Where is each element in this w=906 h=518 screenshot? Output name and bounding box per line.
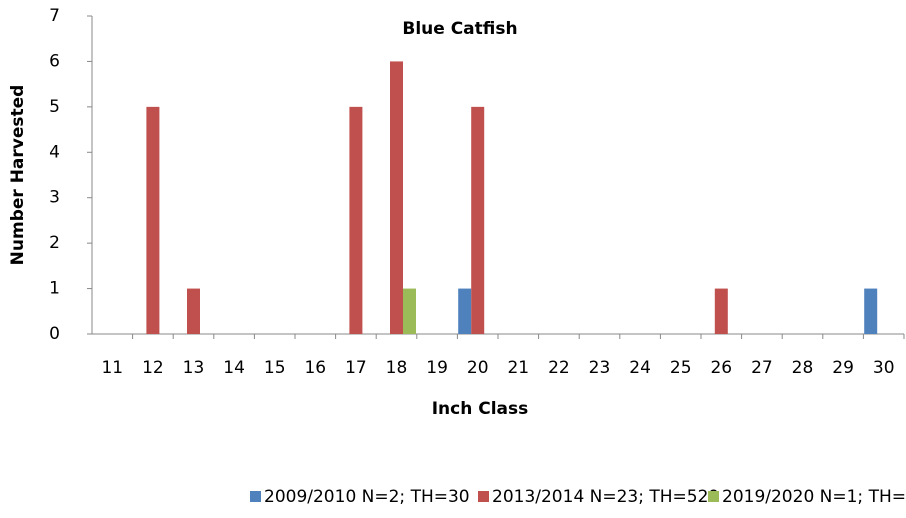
x-tick-label: 17 — [345, 358, 367, 378]
y-tick-label: 0 — [49, 324, 60, 344]
x-tick-label: 15 — [264, 358, 286, 378]
y-tick-label: 7 — [49, 6, 60, 26]
legend-label: 2009/2010 N=2; TH=30 — [264, 487, 470, 507]
bar — [864, 288, 878, 334]
y-tick-label: 3 — [49, 188, 60, 208]
x-tick-label: 28 — [792, 358, 814, 378]
legend-label: 2013/2014 N=23; TH=529 — [492, 487, 719, 507]
x-tick-label: 13 — [183, 358, 205, 378]
x-tick-label: 30 — [873, 358, 895, 378]
x-tick-label: 11 — [101, 358, 123, 378]
bar — [458, 288, 472, 334]
x-tick-label: 12 — [142, 358, 164, 378]
bar — [390, 61, 403, 335]
x-tick-label: 25 — [670, 358, 692, 378]
y-tick-label: 4 — [49, 142, 60, 162]
legend-swatch — [478, 491, 489, 502]
bar — [146, 106, 160, 334]
x-tick-label: 24 — [629, 358, 651, 378]
x-tick-label: 14 — [223, 358, 245, 378]
y-tick-label: 1 — [49, 279, 60, 299]
legend-swatch — [708, 491, 719, 502]
x-tick-label: 27 — [751, 358, 773, 378]
bar — [187, 288, 200, 334]
y-tick-label: 6 — [49, 51, 60, 71]
bar — [349, 106, 363, 334]
chart-title: Blue Catfish — [402, 19, 517, 39]
bar — [714, 288, 728, 334]
legend-label: 2019/2020 N=1; TH=30 — [722, 487, 906, 507]
x-tick-label: 29 — [832, 358, 854, 378]
y-tick-label: 2 — [49, 233, 60, 253]
x-tick-label: 19 — [426, 358, 448, 378]
x-tick-label: 22 — [548, 358, 570, 378]
x-tick-label: 26 — [710, 358, 732, 378]
x-tick-label: 23 — [589, 358, 611, 378]
x-tick-label: 18 — [386, 358, 408, 378]
x-tick-label: 16 — [304, 358, 326, 378]
x-tick-label: 21 — [507, 358, 529, 378]
legend-swatch — [250, 491, 261, 502]
y-tick-label: 5 — [49, 97, 60, 117]
x-tick-label: 20 — [467, 358, 489, 378]
x-axis-label: Inch Class — [432, 399, 529, 419]
y-axis-label: Number Harvested — [8, 85, 28, 266]
bar — [403, 288, 416, 334]
bar — [471, 106, 485, 334]
